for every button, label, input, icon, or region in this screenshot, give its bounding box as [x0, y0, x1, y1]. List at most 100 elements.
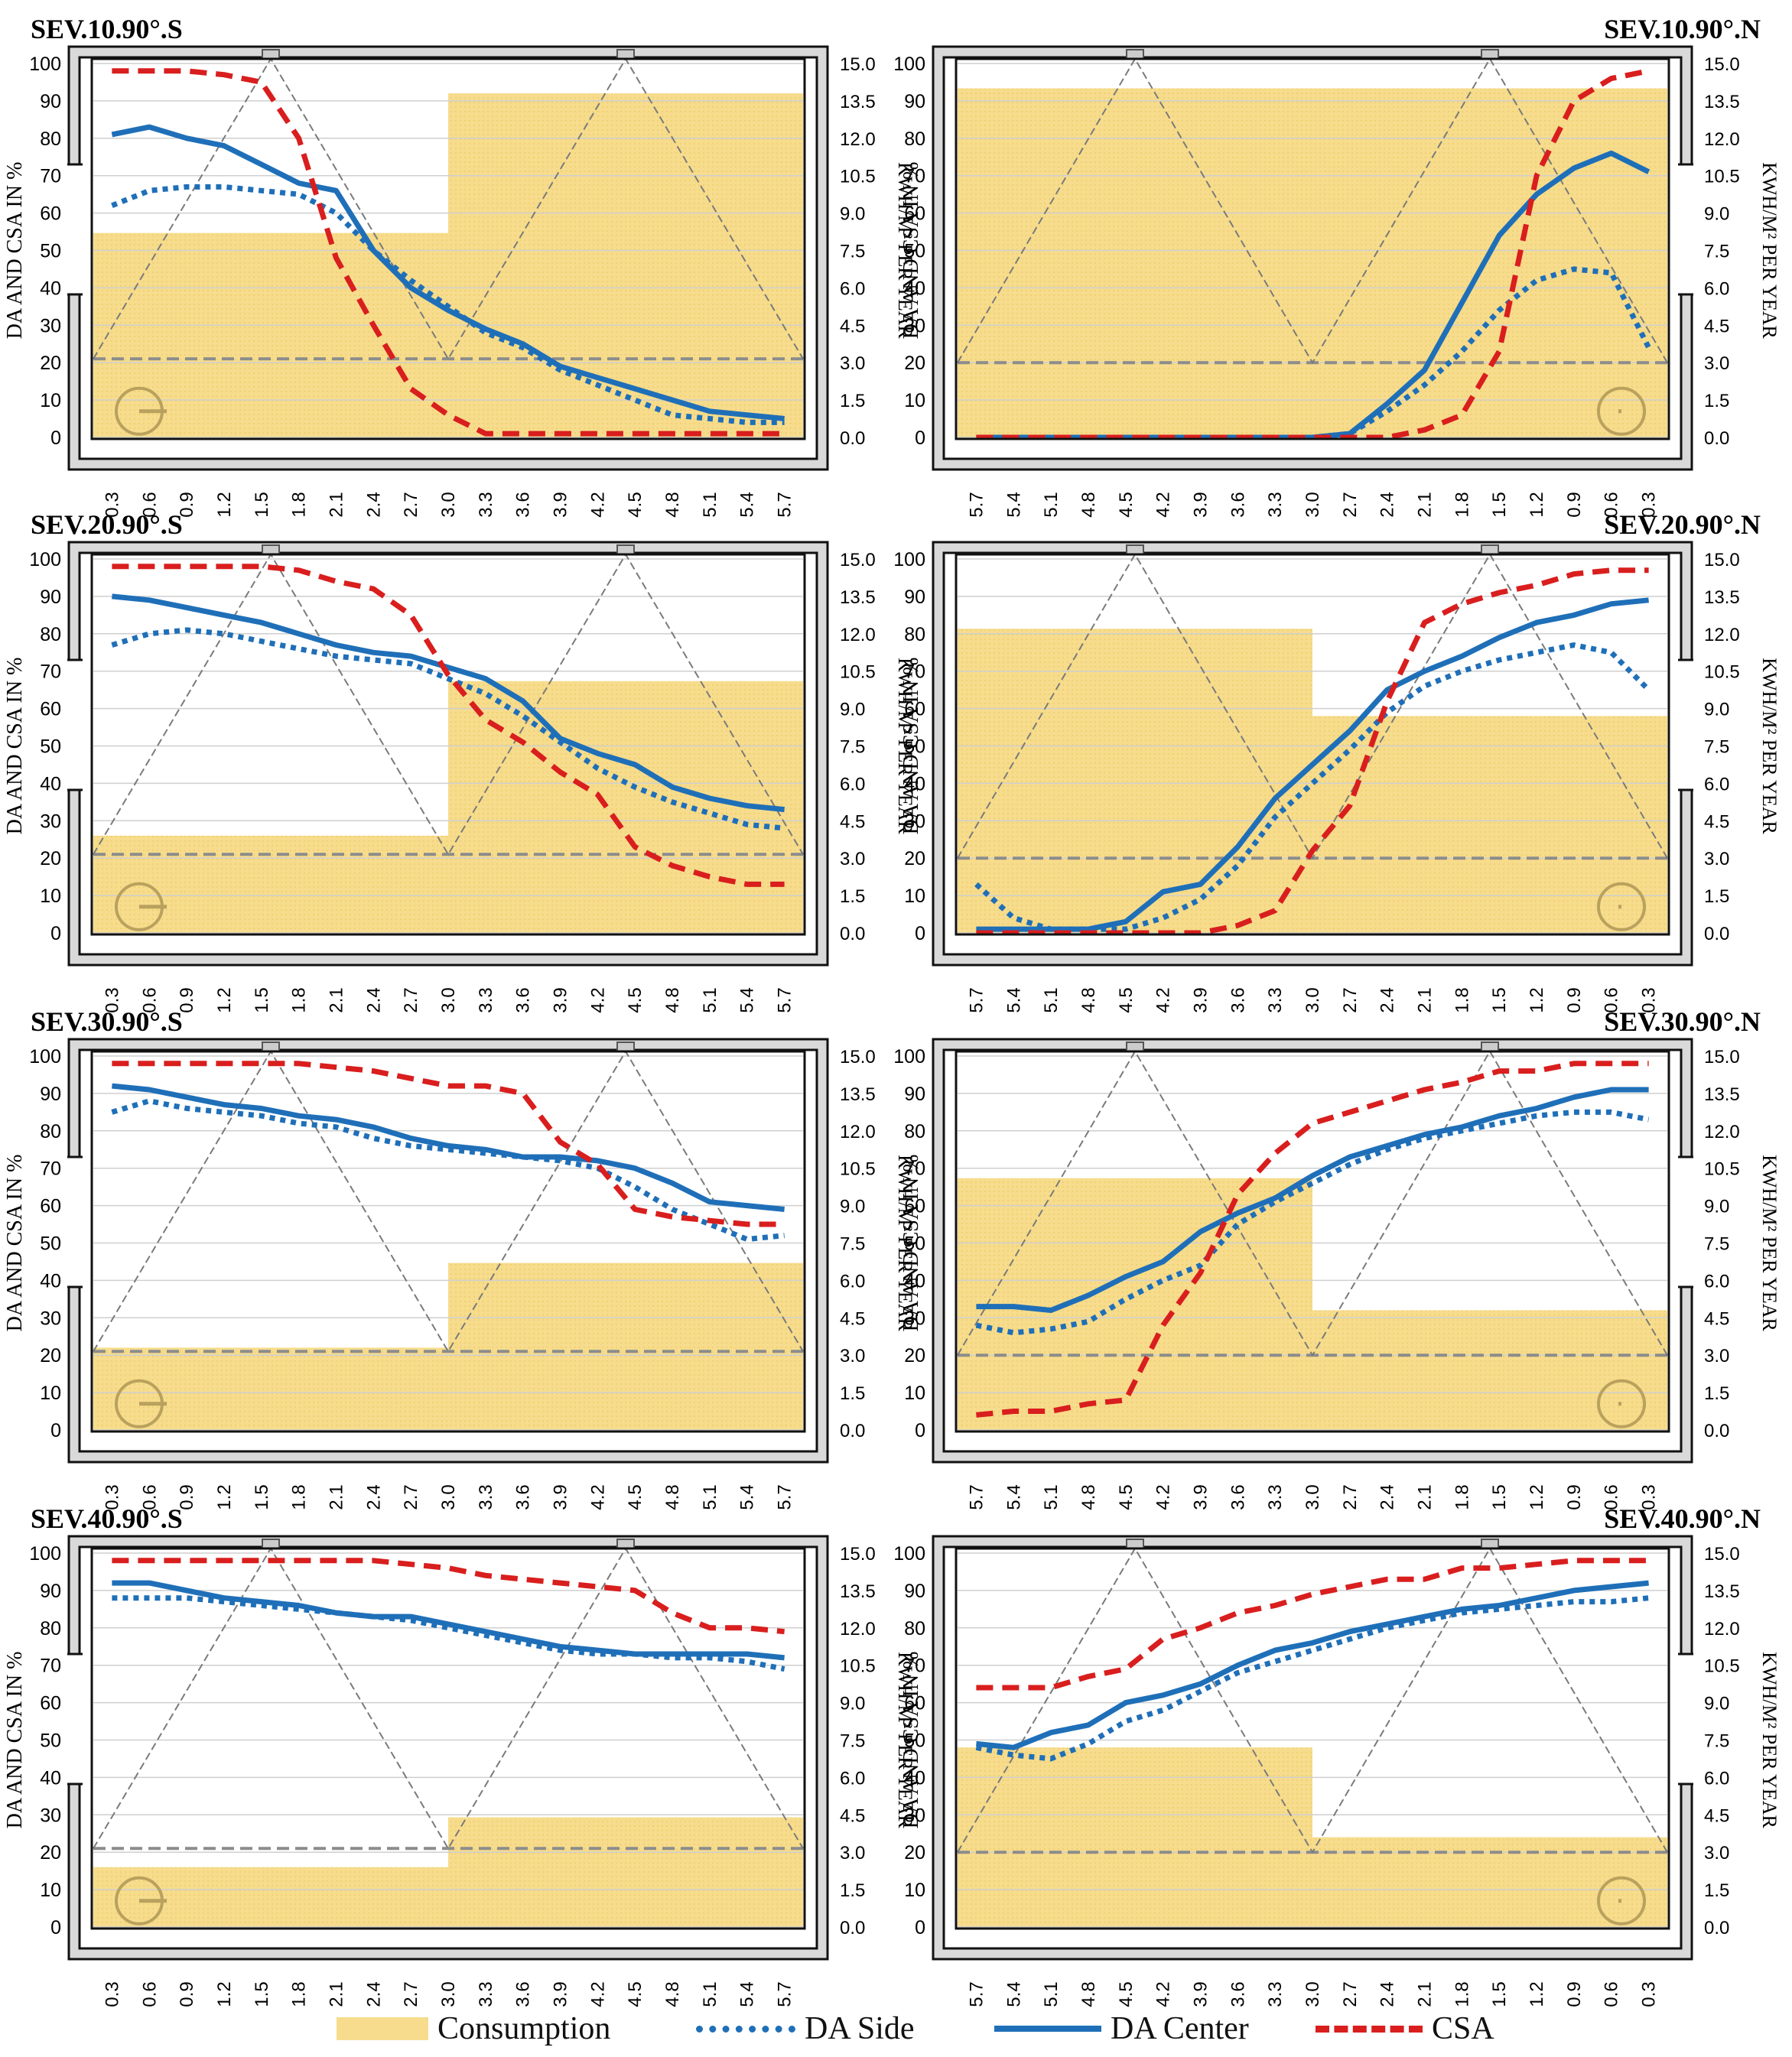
x-tick-label: 2.1 — [1415, 1981, 1436, 2007]
y2-tick-label: 6.0 — [1704, 278, 1729, 299]
x-tick-label: 2.7 — [401, 492, 421, 517]
y-tick-label: 60 — [904, 203, 925, 225]
y-tick-label: 90 — [904, 1084, 925, 1105]
legend-label-da-center: DA Center — [1111, 2011, 1249, 2046]
x-tick-label: 5.7 — [775, 1484, 795, 1509]
y2-axis-title: KWH/M² PER YEAR — [1758, 162, 1781, 339]
chart-panel-4: SEV.20.90°.N 0 10 20 30 40 50 60 70 80 90 100 0.0 1.5… — [893, 509, 1781, 1013]
x-tick-label: 2.4 — [363, 492, 384, 517]
plot-border — [955, 1050, 1670, 1433]
y-tick-label: 100 — [29, 1046, 61, 1067]
consumption-bar-1 — [958, 88, 1667, 437]
y2-tick-label: 15.0 — [1704, 550, 1740, 570]
y2-tick-label: 1.5 — [840, 1880, 865, 1901]
y2-tick-label: 10.5 — [1704, 1159, 1740, 1180]
y-tick-label: 20 — [40, 1345, 61, 1366]
consumption-bar-1 — [93, 1867, 448, 1927]
y-tick-label: 60 — [40, 699, 61, 720]
consumption-bar-2 — [448, 1817, 803, 1927]
y-axis-title: DA AND CSA IN % — [3, 658, 27, 835]
y-tick-label: 80 — [40, 1618, 61, 1639]
y2-tick-label: 7.5 — [1704, 1234, 1729, 1255]
y-tick-label: 90 — [904, 91, 925, 112]
x-tick-label: 2.7 — [401, 1484, 421, 1509]
y-tick-label: 80 — [40, 128, 61, 150]
x-tick-label: 3.0 — [438, 1484, 459, 1509]
legend-item-csa: CSA — [1316, 2005, 1494, 2052]
y2-tick-label: 0.0 — [1704, 1421, 1729, 1441]
y2-tick-label: 1.5 — [840, 886, 865, 907]
y2-tick-label: 15.0 — [1704, 1544, 1740, 1565]
y2-tick-label: 13.5 — [840, 1581, 876, 1602]
x-tick-label: 4.8 — [1078, 1981, 1099, 2007]
x-tick-label: 5.7 — [775, 987, 795, 1012]
series-line-csa — [976, 1558, 1649, 1691]
y2-tick-label: 10.5 — [1704, 167, 1740, 187]
y-tick-label: 90 — [904, 587, 925, 608]
y-tick-label: 0 — [50, 427, 61, 449]
x-tick-label: 1.5 — [252, 1484, 272, 1509]
x-tick-label: 4.8 — [662, 1484, 683, 1509]
x-tick-label: 0.6 — [139, 1981, 160, 2007]
x-tick-label: 3.3 — [1265, 492, 1286, 517]
y2-tick-label: 3.0 — [840, 1843, 865, 1864]
x-tick-label: 3.6 — [513, 1981, 534, 2007]
y2-tick-label: 1.5 — [1704, 1880, 1729, 1901]
y-axis-title: DA AND CSA IN % — [3, 1652, 27, 1829]
x-tick-label: 2.1 — [326, 492, 346, 517]
chart-title: SEV.30.90°.N — [1604, 1006, 1761, 1037]
y2-tick-label: 6.0 — [840, 1768, 865, 1789]
x-tick-label: 5.7 — [966, 987, 987, 1012]
x-tick-label: 2.1 — [1415, 987, 1436, 1012]
window-opening — [1678, 1157, 1693, 1287]
y-tick-label: 0 — [50, 1420, 61, 1441]
x-tick-label: 5.1 — [1041, 492, 1062, 517]
series-line-da-center — [976, 597, 1649, 932]
y2-tick-label: 0.0 — [840, 428, 865, 449]
y-tick-label: 90 — [40, 587, 61, 608]
y2-tick-label: 12.0 — [1704, 1122, 1740, 1142]
y2-axis-title: KWH/M² PER YEAR — [1758, 1155, 1781, 1331]
series-line-da-side — [111, 184, 785, 425]
y2-tick-label: 10.5 — [840, 662, 876, 683]
x-tick-label: 3.3 — [1265, 987, 1286, 1012]
y-tick-label: 20 — [40, 1842, 61, 1864]
consumption-bar-2 — [1312, 716, 1667, 933]
series-line-da-center — [112, 1083, 785, 1212]
y2-tick-label: 3.0 — [1704, 1346, 1729, 1366]
light-cone-line — [93, 1050, 804, 1353]
chart-title: SEV.40.90°.N — [1604, 1503, 1761, 1534]
x-tick-label: 3.9 — [551, 492, 571, 517]
y-tick-label: 40 — [40, 278, 61, 299]
y-tick-label: 40 — [904, 773, 925, 795]
x-tick-label: 1.2 — [214, 1981, 235, 2007]
y2-tick-label: 1.5 — [1704, 1383, 1729, 1404]
y-tick-label: 100 — [29, 1543, 61, 1565]
sensor-icon — [1597, 386, 1646, 436]
y2-tick-label: 6.0 — [1704, 774, 1729, 795]
chart-title: SEV.40.90°.S — [31, 1503, 183, 1534]
x-tick-label: 5.4 — [737, 1484, 758, 1509]
ceiling-lamp-icon — [1481, 49, 1499, 60]
ceiling-lamp-icon — [616, 544, 635, 555]
x-tick-label: 4.8 — [662, 492, 683, 517]
x-tick-label: 1.2 — [1527, 1484, 1547, 1509]
x-tick-label: 2.4 — [363, 987, 384, 1012]
y2-tick-label: 13.5 — [1704, 92, 1740, 112]
y2-tick-label: 12.0 — [1704, 625, 1740, 645]
y-tick-label: 0 — [50, 1917, 61, 1938]
series-line-da-side — [975, 1595, 1649, 1762]
chart-panel-3: SEV.20.90°.S 0 10 20 30 40 50 60 70 80 90 100 0.0 1.5… — [3, 509, 916, 1013]
ceiling-lamp-icon — [1126, 1041, 1144, 1052]
y2-tick-label: 3.0 — [1704, 1843, 1729, 1864]
legend-swatch-csa — [1316, 2025, 1423, 2033]
x-tick-label: 5.7 — [966, 492, 987, 517]
y-tick-label: 30 — [40, 1308, 61, 1329]
y-tick-label: 70 — [904, 1656, 925, 1677]
y2-axis-title: KWH/M² PER YEAR — [894, 658, 916, 834]
x-tick-label: 5.1 — [700, 987, 720, 1012]
y2-tick-label: 4.5 — [840, 1308, 865, 1329]
y-tick-label: 20 — [904, 353, 925, 374]
y2-tick-label: 15.0 — [840, 54, 876, 75]
x-tick-label: 4.2 — [587, 987, 608, 1012]
